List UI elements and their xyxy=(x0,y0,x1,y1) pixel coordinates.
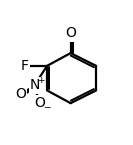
Text: O: O xyxy=(35,96,46,110)
Text: −: − xyxy=(43,103,50,112)
Text: O: O xyxy=(15,87,26,101)
Text: O: O xyxy=(65,27,76,40)
Text: N: N xyxy=(30,78,40,93)
Text: +: + xyxy=(37,76,44,85)
Text: F: F xyxy=(20,59,28,73)
